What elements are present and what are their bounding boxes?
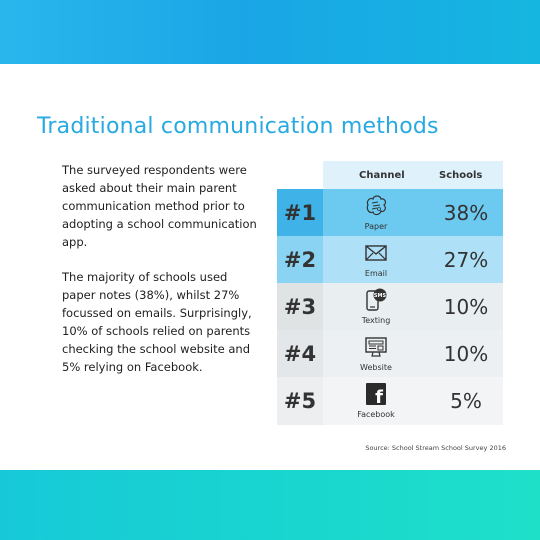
percentage-value: 10%: [443, 341, 489, 366]
page-title: Traditional communication methods: [37, 114, 439, 139]
channel-label: Facebook: [357, 410, 395, 419]
svg-text:SMS: SMS: [374, 293, 387, 299]
source-note: Source: School Stream School Survey 2016: [365, 444, 506, 452]
rank-label: #3: [277, 283, 323, 330]
percentage-value: 10%: [443, 294, 489, 319]
top-color-band: [0, 0, 540, 64]
rank-label: #5: [277, 377, 323, 425]
sms-phone-icon: SMS: [363, 287, 389, 313]
table-row: #2 Email 27%: [277, 236, 503, 283]
table-row: #1 Paper 38%: [277, 189, 503, 236]
percentage-value: 27%: [443, 247, 489, 272]
percentage-value: 38%: [443, 200, 489, 225]
findings-paragraph: The majority of schools used paper notes…: [62, 270, 252, 374]
monitor-icon: [363, 334, 389, 360]
channel-label: Texting: [361, 316, 391, 325]
communication-methods-table: Channel Schools #1 Paper 38% #2: [277, 161, 503, 425]
channel-cell: f Facebook: [323, 377, 429, 424]
table-header: Channel Schools: [323, 161, 503, 189]
table-row: #3 SMS Texting 10%: [277, 283, 503, 330]
envelope-icon: [363, 240, 389, 266]
channel-label: Email: [364, 269, 388, 278]
channel-label: Website: [360, 363, 392, 372]
svg-text:f: f: [375, 387, 383, 407]
facebook-icon: f: [363, 381, 389, 407]
table-row: #4 Website 10%: [277, 330, 503, 377]
percentage-value: 5%: [450, 388, 482, 413]
channel-cell: Website: [323, 330, 429, 377]
intro-paragraph: The surveyed respondents were asked abou…: [62, 163, 257, 249]
table-row: #5 f Facebook 5%: [277, 377, 503, 425]
channel-cell: Paper: [323, 189, 429, 236]
bottom-color-band: [0, 470, 540, 540]
header-channel: Channel: [359, 170, 405, 181]
channel-cell: SMS Texting: [323, 283, 429, 330]
channel-label: Paper: [364, 222, 388, 231]
rank-label: #2: [277, 236, 323, 283]
header-schools: Schools: [439, 170, 483, 181]
rank-label: #4: [277, 330, 323, 377]
paper-icon: [363, 193, 389, 219]
channel-cell: Email: [323, 236, 429, 283]
rank-label: #1: [277, 189, 323, 236]
